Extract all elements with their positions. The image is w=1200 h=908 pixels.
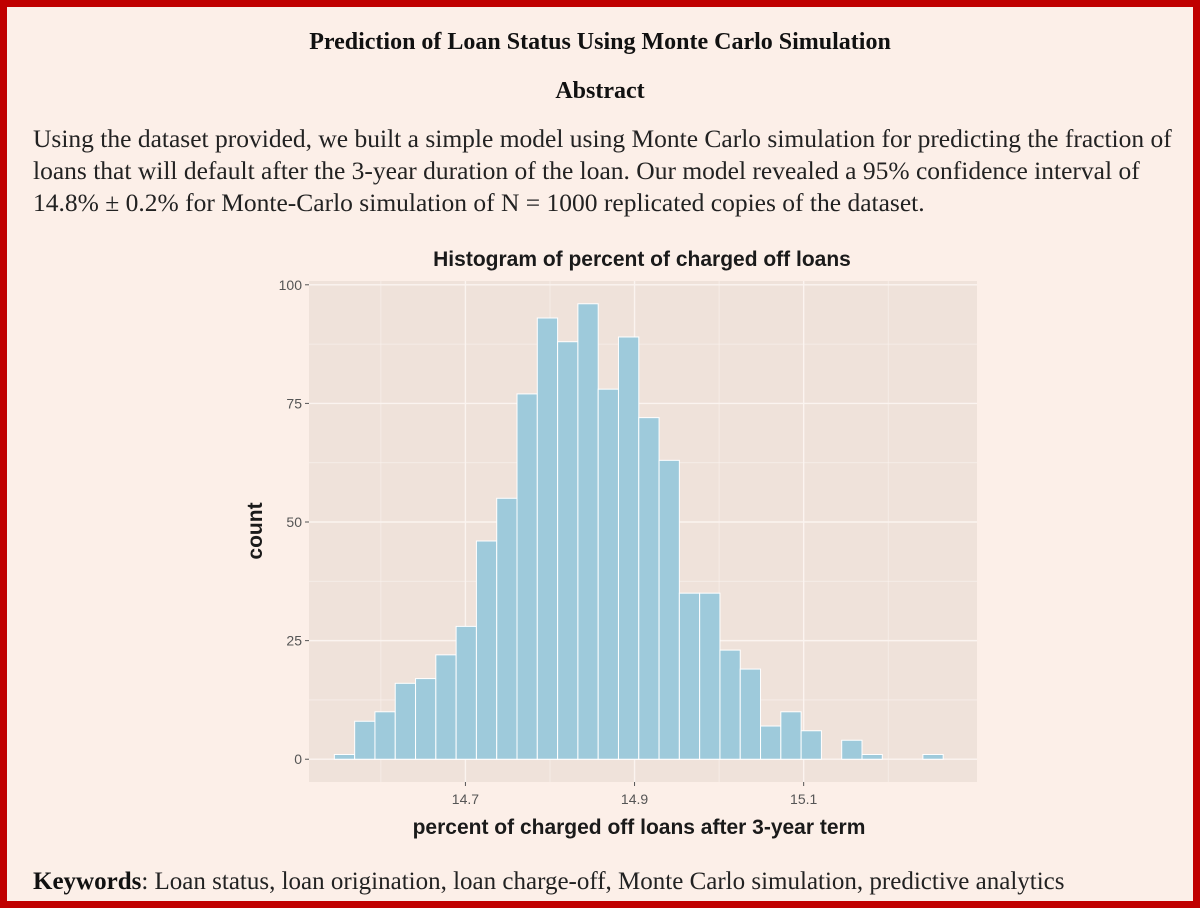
histogram-bar — [658, 459, 680, 760]
keywords-label: Keywords — [33, 868, 142, 895]
x-tick-label: 15.1 — [790, 791, 817, 807]
histogram-bar — [415, 678, 437, 760]
histogram-bar — [699, 592, 721, 760]
histogram-bar — [435, 654, 457, 760]
y-tick-label: 0 — [294, 751, 302, 767]
abstract-heading: Abstract — [555, 78, 645, 104]
histogram-bar — [800, 730, 822, 760]
axis-ticks: 0 25 50 75 100 14.7 14.9 15.1 — [279, 277, 818, 807]
keywords-line: Keywords: Loan status, loan origination,… — [33, 867, 1183, 897]
histogram-bar — [333, 753, 356, 760]
histogram-bar — [597, 388, 619, 760]
histogram-bar — [475, 540, 498, 760]
histogram-bar — [922, 753, 944, 760]
y-tick-label: 75 — [286, 395, 302, 411]
histogram-bar — [638, 417, 660, 760]
histogram-bar — [516, 393, 538, 760]
histogram-bar — [394, 682, 417, 760]
histogram-bar — [455, 625, 477, 760]
histogram-bar — [354, 720, 376, 760]
y-tick-label: 50 — [286, 514, 302, 530]
histogram-bar — [536, 317, 559, 760]
histogram-bar — [760, 725, 782, 760]
y-tick-label: 100 — [279, 277, 303, 293]
histogram-bars — [333, 303, 944, 760]
x-axis-label: percent of charged off loans after 3-yea… — [413, 816, 866, 839]
histogram-bar — [861, 753, 883, 760]
y-tick-label: 25 — [286, 633, 302, 649]
keywords-text: : Loan status, loan origination, loan ch… — [141, 868, 1065, 895]
histogram-bar — [577, 303, 599, 760]
y-axis-label: count — [244, 502, 267, 559]
paper-title: Prediction of Loan Status Using Monte Ca… — [309, 29, 891, 55]
abstract-body: Using the dataset provided, we built a s… — [33, 124, 1172, 217]
histogram-bar — [374, 711, 396, 760]
chart-title: Histogram of percent of charged off loan… — [433, 248, 851, 271]
histogram-chart: Histogram of percent of charged off loan… — [244, 248, 977, 839]
histogram-bar — [841, 739, 863, 760]
histogram-bar — [557, 341, 579, 760]
histogram-bar — [719, 649, 741, 760]
histogram-bar — [617, 336, 640, 760]
histogram-bar — [739, 668, 762, 760]
x-tick-label: 14.9 — [621, 791, 648, 807]
histogram-bar — [780, 711, 802, 760]
x-tick-label: 14.7 — [452, 791, 479, 807]
histogram-bar — [678, 592, 701, 760]
histogram-bar — [496, 497, 518, 760]
